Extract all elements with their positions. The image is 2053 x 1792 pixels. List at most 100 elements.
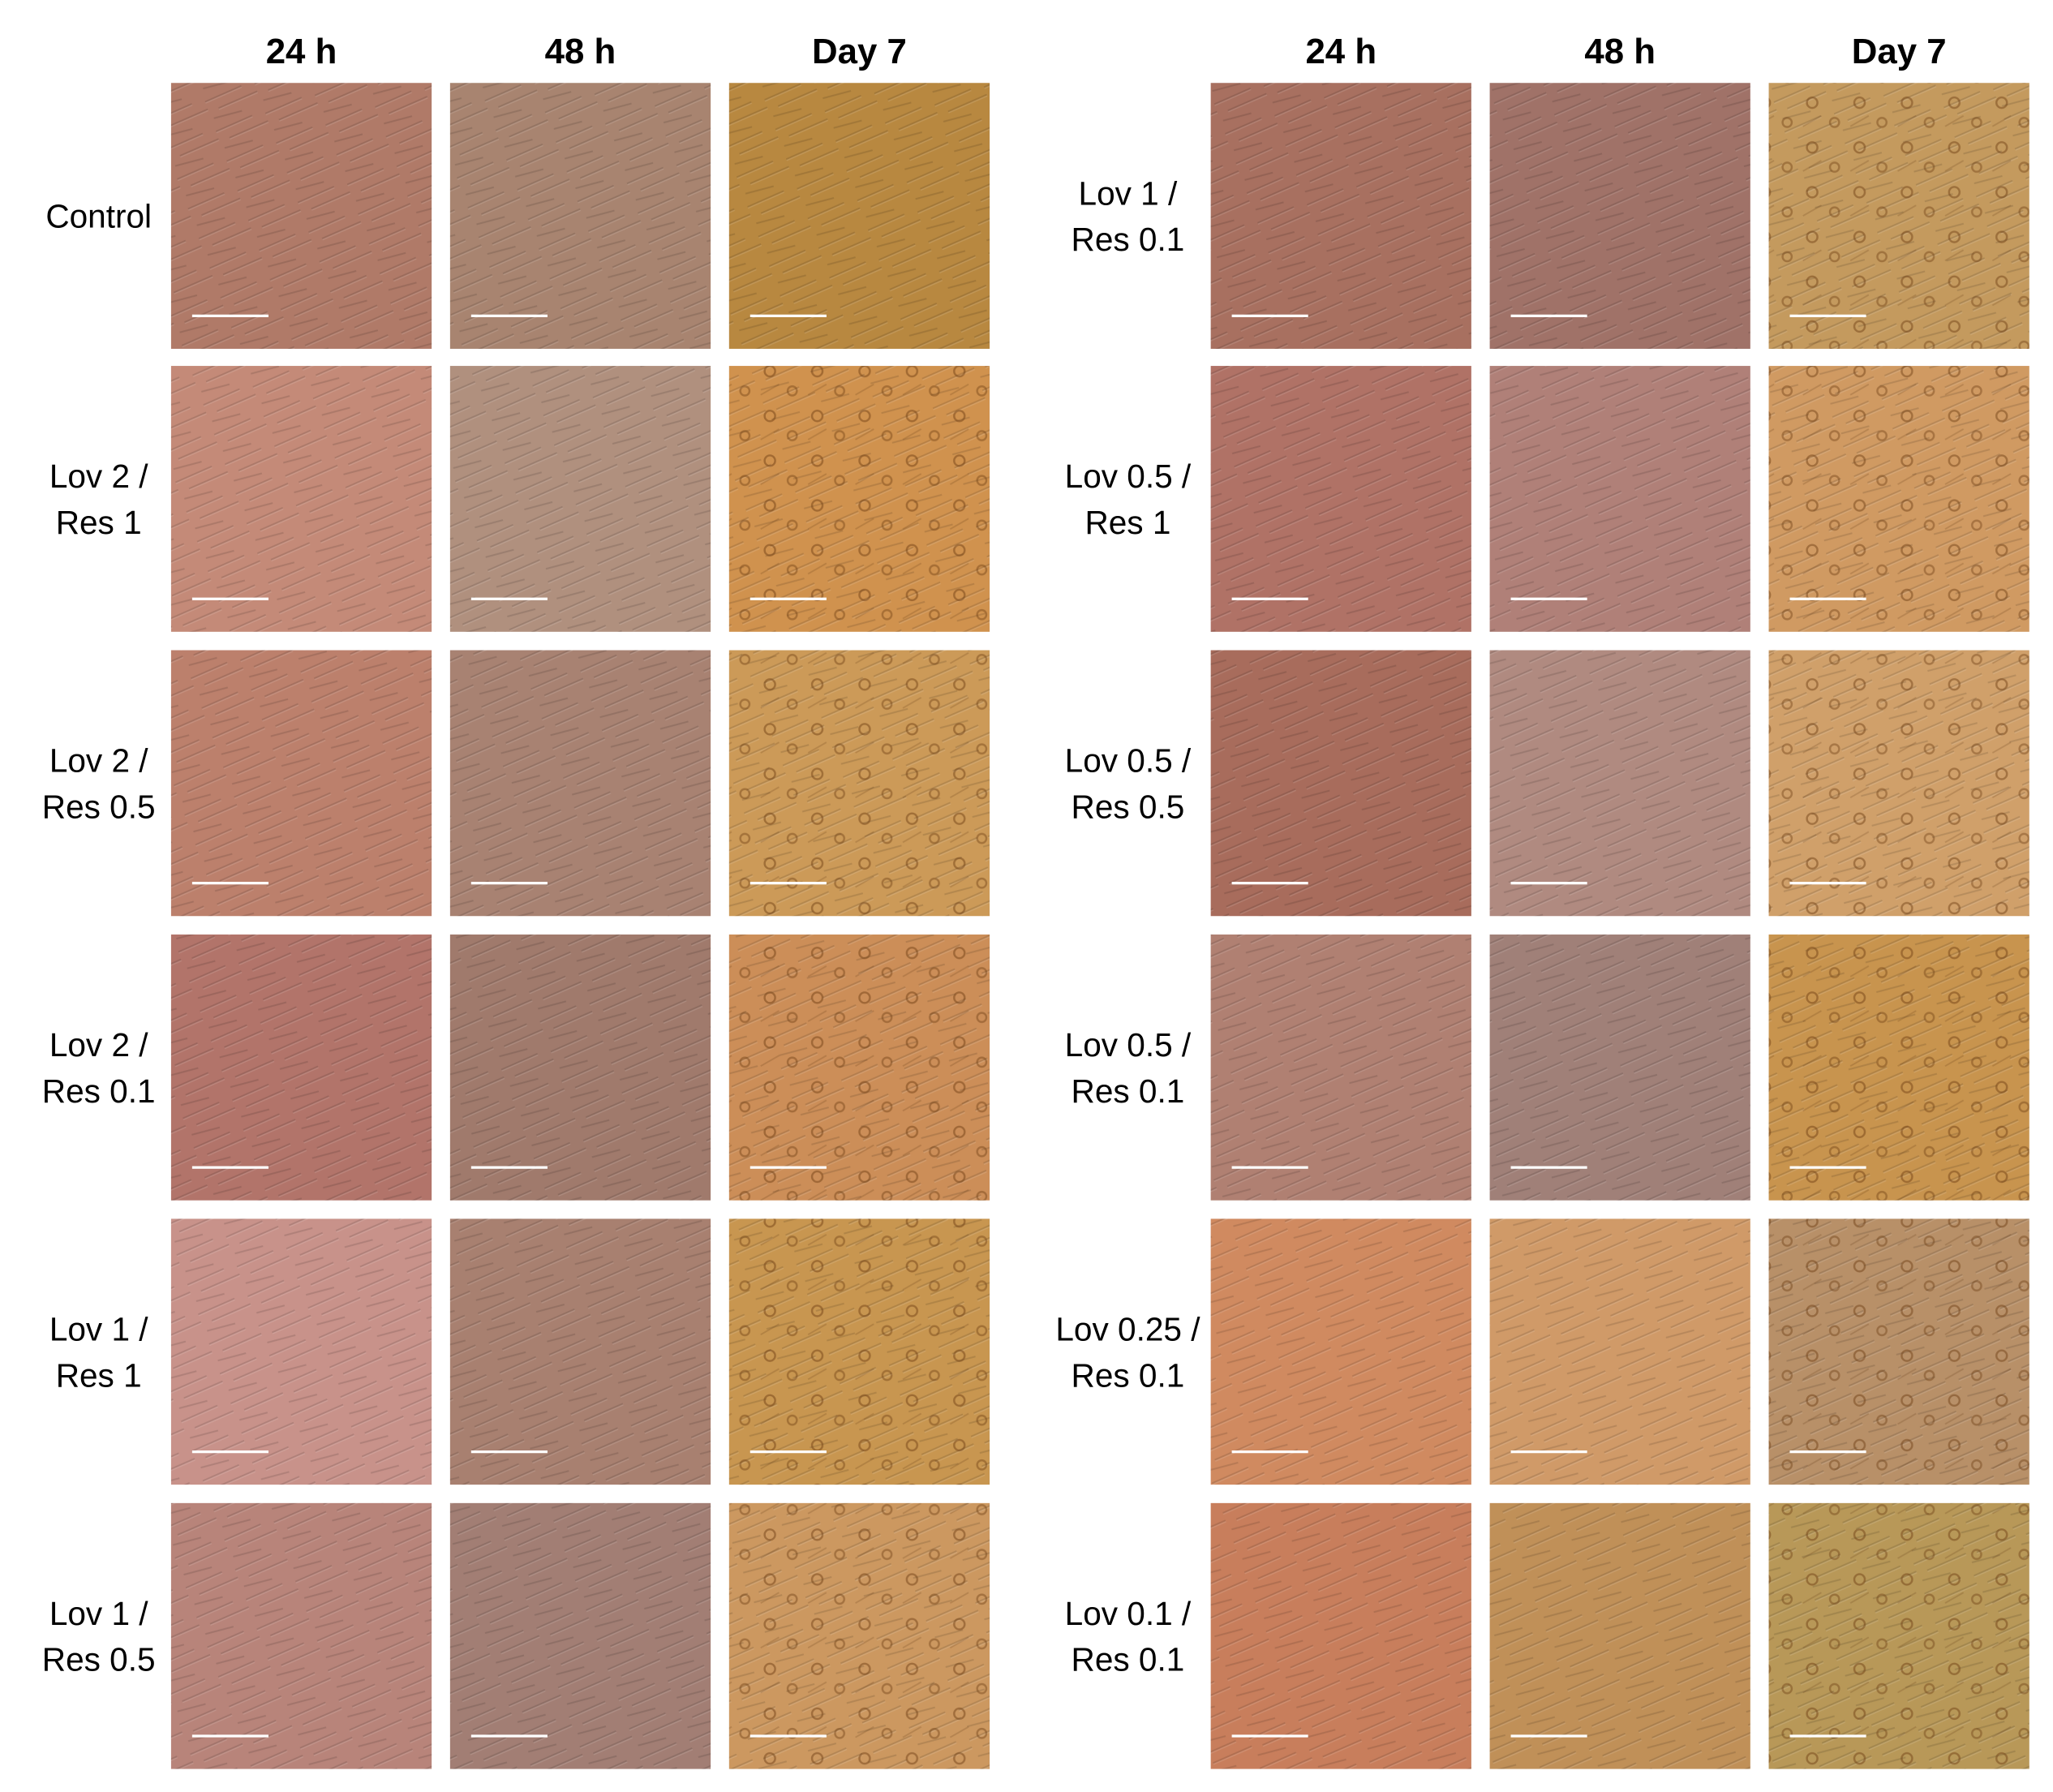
micrograph-texture — [1768, 366, 2029, 632]
micrograph — [449, 1218, 711, 1485]
micrograph-texture — [1210, 1218, 1471, 1485]
micrograph — [1210, 1218, 1471, 1485]
row-label: Lov 2 / — [49, 1026, 148, 1064]
column-header: 24 h — [266, 32, 337, 71]
micrograph — [1210, 934, 1471, 1201]
micrograph — [1768, 366, 2029, 632]
micrograph — [170, 1502, 432, 1769]
row-label: Lov 0.5 / — [1065, 1026, 1192, 1064]
micrograph-texture — [1489, 934, 1750, 1201]
micrograph — [728, 366, 990, 632]
row-label: Res 0.1 — [1072, 221, 1185, 258]
micrograph-texture — [449, 1502, 711, 1769]
micrograph-texture — [1210, 1502, 1471, 1769]
micrograph — [728, 83, 990, 349]
micrograph — [728, 650, 990, 917]
micrograph-texture — [1210, 366, 1471, 632]
micrograph — [170, 650, 432, 917]
micrograph — [1489, 1502, 1750, 1769]
row-label: Res 1 — [1084, 504, 1170, 541]
micrograph — [170, 934, 432, 1201]
micrograph-texture — [170, 1502, 432, 1769]
micrograph-texture — [1210, 650, 1471, 917]
micrograph — [1489, 1218, 1750, 1485]
micrograph-texture — [1210, 83, 1471, 349]
micrograph-texture — [728, 1502, 990, 1769]
row-label: Res 0.5 — [42, 1641, 156, 1678]
micrograph-texture — [449, 650, 711, 917]
micrograph-texture — [728, 1218, 990, 1485]
micrograph-texture — [1489, 1218, 1750, 1485]
column-header: 48 h — [545, 32, 616, 71]
micrograph — [1210, 1502, 1471, 1769]
micrograph-texture — [728, 366, 990, 632]
micrograph — [449, 650, 711, 917]
micrograph-texture — [1489, 83, 1750, 349]
micrograph — [1210, 83, 1471, 349]
micrograph — [170, 83, 432, 349]
micrograph-texture — [1768, 934, 2029, 1201]
micrograph-texture — [728, 83, 990, 349]
micrograph-texture — [449, 934, 711, 1201]
micrograph — [1489, 83, 1750, 349]
micrograph — [1489, 934, 1750, 1201]
micrograph-texture — [1210, 934, 1471, 1201]
micrograph — [170, 366, 432, 632]
column-header: Day 7 — [1852, 32, 1947, 71]
row-label: Lov 2 / — [49, 458, 148, 495]
micrograph-texture — [449, 83, 711, 349]
micrograph-texture — [1489, 366, 1750, 632]
row-label: Res 0.5 — [1072, 788, 1185, 825]
micrograph — [1210, 650, 1471, 917]
micrograph-texture — [1768, 1218, 2029, 1485]
micrograph — [1768, 1218, 2029, 1485]
row-label: Lov 0.5 / — [1065, 742, 1192, 780]
micrograph-texture — [728, 934, 990, 1201]
micrograph-texture — [1489, 650, 1750, 917]
micrograph-texture — [170, 83, 432, 349]
micrograph — [1489, 650, 1750, 917]
row-label: Res 0.1 — [1072, 1641, 1185, 1678]
row-label: Res 0.5 — [42, 788, 156, 825]
micrograph — [449, 83, 711, 349]
column-header: 24 h — [1305, 32, 1377, 71]
row-label: Lov 0.5 / — [1065, 458, 1192, 495]
micrograph-texture — [1768, 650, 2029, 917]
micrograph — [1768, 934, 2029, 1201]
micrograph-texture — [170, 1218, 432, 1485]
row-label: Lov 1 / — [49, 1310, 148, 1347]
micrograph-texture — [170, 366, 432, 632]
column-header: Day 7 — [812, 32, 907, 71]
row-label: Res 0.1 — [1072, 1356, 1185, 1394]
row-label: Res 1 — [56, 504, 142, 541]
micrograph-texture — [170, 934, 432, 1201]
column-header: 48 h — [1584, 32, 1656, 71]
micrograph-texture — [1768, 1502, 2029, 1769]
micrograph — [1768, 83, 2029, 349]
micrograph — [449, 934, 711, 1201]
micrograph — [170, 1218, 432, 1485]
micrograph-texture — [170, 650, 432, 917]
micrograph — [1768, 650, 2029, 917]
row-label: Lov 2 / — [49, 742, 148, 780]
micrograph — [728, 934, 990, 1201]
micrograph — [449, 1502, 711, 1769]
row-label: Lov 0.25 / — [1055, 1310, 1200, 1347]
row-label: Lov 1 / — [49, 1595, 148, 1632]
micrograph-texture — [1489, 1502, 1750, 1769]
micrograph — [1489, 366, 1750, 632]
micrograph-texture — [1768, 83, 2029, 349]
micrograph-texture — [449, 366, 711, 632]
row-label: Lov 0.1 / — [1065, 1595, 1192, 1632]
micrograph — [449, 366, 711, 632]
micrograph — [728, 1218, 990, 1485]
row-label: Res 0.1 — [42, 1072, 156, 1110]
micrograph — [1210, 366, 1471, 632]
micrograph — [1768, 1502, 2029, 1769]
micrograph-texture — [728, 650, 990, 917]
row-label: Res 0.1 — [1072, 1072, 1185, 1110]
row-label: Control — [45, 198, 152, 235]
micrograph — [728, 1502, 990, 1769]
row-label: Lov 1 / — [1079, 174, 1178, 212]
row-label: Res 1 — [56, 1356, 142, 1394]
